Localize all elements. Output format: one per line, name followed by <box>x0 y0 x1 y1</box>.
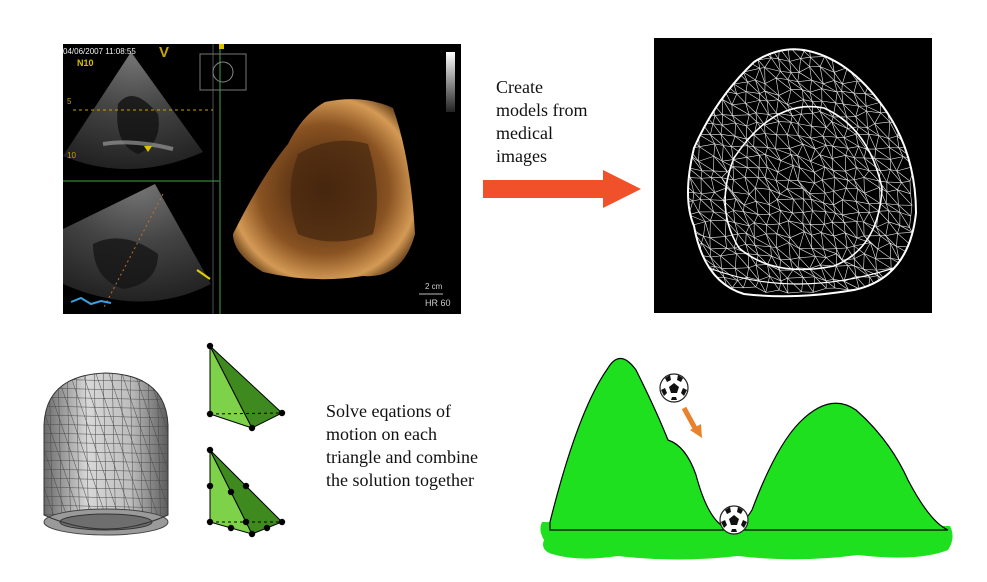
caption-line: the solution together <box>326 470 474 490</box>
soccer-ball-icon <box>659 373 689 403</box>
wireframe-panel <box>654 38 932 313</box>
caption-create-models: Create models from medical images <box>496 76 636 168</box>
echo-probe-label: N10 <box>77 58 94 68</box>
echo-view-marker: V <box>159 44 170 61</box>
caption-line: models from <box>496 100 588 120</box>
soccer-ball-icon <box>719 505 749 535</box>
echo-timestamp: 04/06/2007 11:08:55 <box>63 47 136 56</box>
motion-arrow-head-icon <box>690 424 702 438</box>
svg-text:10: 10 <box>67 151 76 160</box>
caption-line: triangle and combine <box>326 447 478 467</box>
orientation-thumbnail <box>199 53 247 91</box>
ventricle-mesh-model <box>43 372 169 536</box>
energy-landscape <box>540 357 953 560</box>
caption-line: medical <box>496 123 553 143</box>
grayscale-bar <box>446 52 455 112</box>
caption-line: Solve eqations of <box>326 401 451 421</box>
wireframe-heart-mesh <box>687 48 918 298</box>
motion-arrow <box>681 406 699 432</box>
quadratic-tetrahedron-element <box>206 446 286 538</box>
cursor-marker <box>144 146 152 152</box>
yellow-arrow <box>196 269 211 280</box>
ecg-trace <box>70 296 112 306</box>
echo-scale-label: 2 cm <box>425 282 443 291</box>
process-arrow-icon <box>483 170 641 208</box>
hill-shape <box>549 357 949 531</box>
ultrasound-image: 5 10 <box>63 44 455 314</box>
ultrasound-panel: 5 10 04/06/2007 11:08:55 V N10 2 cm HR 6… <box>63 44 461 314</box>
caption-line: motion on each <box>326 424 437 444</box>
caption-line: Create <box>496 77 543 97</box>
caption-line: images <box>496 146 547 166</box>
linear-tetrahedron-element <box>206 342 286 432</box>
echo-hr-label: HR 60 <box>425 298 451 308</box>
ground-blob <box>540 522 953 560</box>
svg-text:5: 5 <box>67 97 72 106</box>
caption-solve-equations: Solve eqations of motion on each triangl… <box>326 400 536 492</box>
